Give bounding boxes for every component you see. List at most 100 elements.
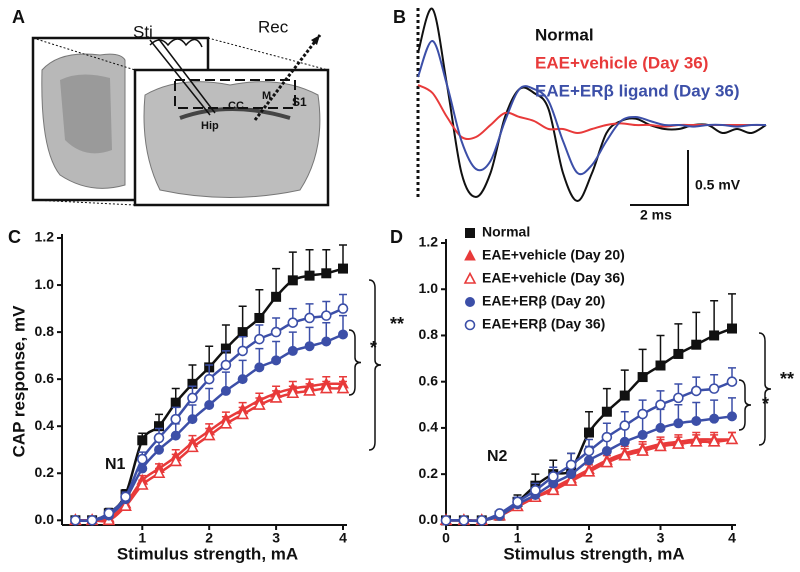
marker — [440, 515, 452, 526]
marker — [70, 514, 81, 526]
fit-line — [75, 307, 344, 523]
marker — [187, 392, 198, 404]
marker — [565, 459, 577, 471]
marker — [304, 341, 315, 352]
marker — [727, 411, 737, 422]
slice-detail — [60, 74, 112, 154]
annotation: * — [370, 338, 377, 358]
marker — [708, 383, 720, 394]
legend-marker — [465, 297, 475, 307]
x-tick-label: 0 — [442, 530, 450, 546]
y-tick-label: 0.6 — [419, 372, 439, 388]
error-bar — [692, 311, 701, 345]
x-axis-label: Stimulus strength, mA — [117, 544, 298, 563]
y-tick-label: 0.2 — [35, 464, 55, 480]
x-tick-label: 2 — [585, 530, 593, 546]
x-tick-label: 3 — [657, 530, 665, 546]
marker — [135, 477, 149, 490]
marker — [707, 434, 721, 447]
y-tick-label: 0.0 — [419, 511, 439, 527]
marker — [338, 329, 348, 340]
marker — [254, 333, 265, 345]
marker — [618, 448, 632, 461]
marker — [237, 327, 248, 338]
marker — [237, 374, 248, 385]
slice-right — [143, 81, 321, 198]
annotation: ** — [390, 314, 404, 334]
significance-bracket — [348, 329, 362, 396]
marker — [219, 416, 233, 429]
marker — [584, 427, 594, 438]
marker — [689, 434, 703, 447]
marker — [547, 471, 559, 482]
legend-marker — [464, 249, 476, 261]
image-label: S1 — [292, 95, 307, 109]
legend-label: EAE+ERβ ligand (Day 36) — [535, 81, 740, 100]
x-tick-label: 1 — [514, 530, 522, 546]
marker — [287, 275, 298, 286]
marker — [583, 445, 595, 457]
image-label: CC — [228, 100, 244, 112]
marker — [726, 376, 738, 387]
significance-bracket — [368, 279, 382, 451]
marker — [303, 383, 316, 396]
marker — [601, 431, 613, 443]
legend-label: Normal — [535, 25, 594, 44]
x-tick-label: 4 — [339, 530, 347, 546]
annotation: ** — [780, 369, 794, 389]
y-tick-label: 1.2 — [35, 229, 55, 245]
scale-label: 2 ms — [640, 207, 672, 223]
legend-marker — [464, 319, 476, 331]
marker — [271, 355, 282, 366]
error-bar — [728, 293, 736, 329]
chart: B Normal EAE+vehicle (Day 36) EAE+ERβ ligan… — [393, 7, 767, 223]
marker — [691, 415, 702, 426]
x-tick-label: 1 — [138, 530, 146, 546]
marker — [637, 372, 648, 383]
y-tick-label: 1.0 — [35, 276, 55, 292]
marker — [120, 491, 131, 503]
marker — [187, 414, 198, 425]
marker — [202, 428, 216, 441]
marker — [673, 348, 684, 359]
x-tick-label: 3 — [272, 530, 280, 546]
stim-coil — [149, 38, 203, 48]
legend-label: EAE+ERβ (Day 20) — [482, 293, 605, 309]
marker — [170, 430, 181, 441]
y-tick-label: 0.8 — [35, 323, 55, 339]
legend-label: Normal — [482, 224, 530, 240]
marker — [619, 390, 630, 401]
marker — [237, 345, 248, 357]
legend-label: EAE+ERβ (Day 36) — [482, 316, 605, 332]
panel-label: C — [8, 227, 21, 247]
annotation: N1 — [105, 456, 126, 473]
legend-marker — [463, 271, 477, 284]
image-label: Hip — [201, 120, 219, 132]
y-tick-label: 1.2 — [419, 234, 439, 250]
marker — [286, 386, 300, 399]
marker — [236, 407, 249, 420]
x-tick-label: 4 — [728, 530, 736, 546]
marker — [338, 263, 348, 274]
brain-image: A Sti Rec CC M S1 Hip — [12, 7, 330, 207]
chart: C 0.0 0.2 0.4 0.6 0.8 1.0 1.2 1 2 3 4 Stimulus stren… — [8, 227, 404, 564]
y-tick-label: 0.4 — [419, 419, 439, 435]
marker — [619, 436, 630, 447]
legend-marker — [465, 228, 475, 238]
marker — [530, 485, 541, 496]
marker — [304, 270, 315, 281]
marker — [154, 444, 165, 455]
marker — [601, 406, 612, 417]
marker — [566, 469, 577, 480]
zoom-line — [207, 37, 329, 71]
annotation: N2 — [487, 448, 508, 465]
marker — [691, 339, 702, 350]
marker — [709, 330, 720, 341]
significance-bracket — [738, 379, 752, 431]
scale-bar — [630, 150, 689, 206]
y-axis-label: CAP response, mV — [9, 305, 28, 457]
panel-label: D — [390, 227, 403, 247]
marker — [458, 515, 470, 526]
marker — [103, 507, 115, 519]
